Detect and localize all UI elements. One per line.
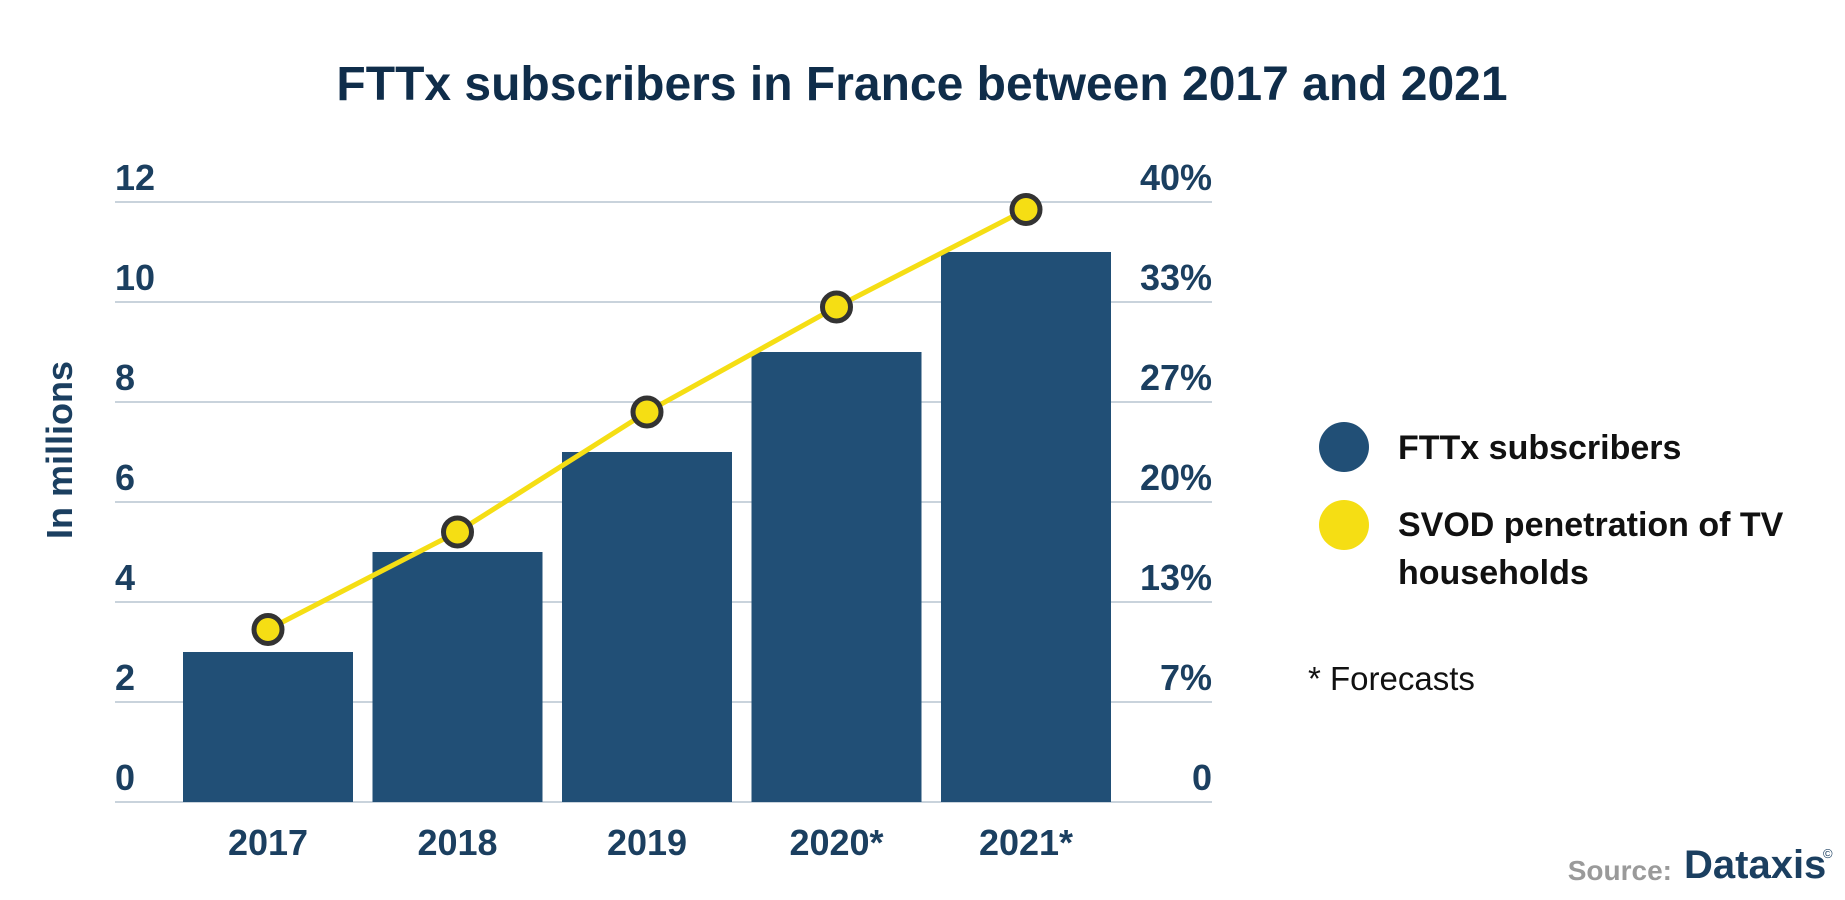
y-tick-label: 12 [115, 157, 155, 198]
y2-tick-label: 33% [1140, 257, 1212, 298]
line-point [1009, 193, 1043, 226]
y2-tick-label: 27% [1140, 357, 1212, 398]
bar [372, 552, 543, 802]
bar [562, 452, 732, 802]
y-axis-right: 0 7% 13% 20% 27% 33% 40% [1140, 157, 1212, 798]
legend: FTTx subscribers SVOD penetration of TV … [1308, 422, 1784, 697]
y2-tick-label: 20% [1140, 457, 1212, 498]
brand-logo: Dataxis [1684, 843, 1826, 887]
y2-tick-label: 0 [1192, 757, 1212, 798]
x-tick-label: 2020* [789, 822, 883, 863]
bar-series [183, 252, 1111, 802]
y2-tick-label: 40% [1140, 157, 1212, 198]
forecast-note: * Forecasts [1308, 660, 1475, 697]
line-point [630, 395, 664, 429]
bar [751, 352, 922, 802]
copyright-mark: © [1823, 846, 1833, 861]
legend-swatch-svod [1319, 500, 1369, 550]
line-point [251, 613, 285, 646]
y-tick-label: 2 [115, 657, 135, 698]
y-tick-label: 4 [115, 557, 135, 598]
line-series [251, 193, 1043, 646]
y-tick-label: 6 [115, 457, 135, 498]
chart-title: FTTx subscribers in France between 2017 … [336, 58, 1507, 111]
bar [183, 652, 353, 802]
y-axis-left: 0 2 4 6 8 10 12 [115, 157, 155, 798]
legend-label-svod-line1: SVOD penetration of TV [1398, 506, 1784, 544]
legend-swatch-fttx [1319, 422, 1369, 472]
y-tick-label: 0 [115, 757, 135, 798]
bar [941, 252, 1111, 802]
source-label: Source: [1568, 855, 1672, 886]
legend-label-fttx: FTTx subscribers [1398, 429, 1681, 467]
line-point [820, 290, 853, 324]
source: Source: Dataxis © [1568, 843, 1833, 887]
x-tick-label: 2019 [607, 822, 687, 863]
line-point [441, 515, 474, 549]
y-tick-label: 10 [115, 257, 155, 298]
legend-label-svod-line2: households [1398, 554, 1589, 592]
x-axis: 2017 2018 2019 2020* 2021* [228, 822, 1073, 863]
x-tick-label: 2018 [417, 822, 497, 863]
y-tick-label: 8 [115, 357, 135, 398]
x-tick-label: 2021* [979, 822, 1073, 863]
y2-tick-label: 7% [1160, 657, 1212, 698]
y-axis-label: In millions [39, 361, 80, 539]
y2-tick-label: 13% [1140, 557, 1212, 598]
x-tick-label: 2017 [228, 822, 308, 863]
